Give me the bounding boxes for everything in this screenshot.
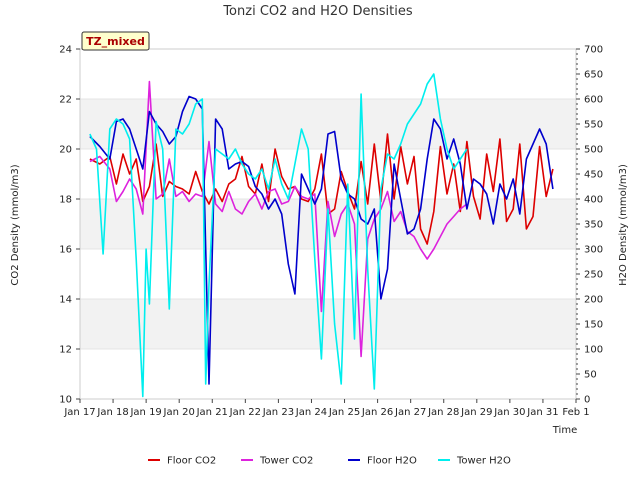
- right-y-tick-label: 450: [584, 170, 603, 181]
- x-tick-label: Jan 28: [427, 407, 459, 418]
- x-tick-label: Jan 25: [328, 407, 360, 418]
- right-y-tick-label: 550: [584, 120, 603, 131]
- legend-label: Tower H2O: [456, 456, 511, 467]
- x-tick-label: Jan 27: [394, 407, 426, 418]
- legend-item: Tower H2O: [438, 456, 511, 467]
- legend-item: Floor H2O: [348, 456, 417, 467]
- x-tick-label: Jan 30: [493, 407, 525, 418]
- left-y-axis-label: CO2 Density (mmol/m3): [10, 164, 21, 285]
- grid-band: [80, 299, 576, 349]
- left-y-tick-label: 14: [59, 295, 72, 306]
- x-tick-label: Jan 24: [295, 407, 327, 418]
- plot-area: [89, 73, 554, 398]
- right-y-tick-label: 100: [584, 345, 603, 356]
- left-y-tick-label: 12: [59, 345, 72, 356]
- x-tick-label: Jan 26: [361, 407, 393, 418]
- x-axis-ticks: Jan 17 Jan 18 Jan 19 Jan 20 Jan 21 Jan 22 Jan …: [63, 399, 590, 418]
- x-tick-label: Jan 17: [63, 407, 95, 418]
- left-y-tick-label: 24: [59, 45, 72, 56]
- right-y-tick-label: 300: [584, 245, 603, 256]
- legend-item: Floor CO2: [148, 456, 216, 467]
- x-axis-label: Time: [552, 425, 577, 436]
- left-y-tick-label: 10: [59, 395, 72, 406]
- left-y-tick-label: 20: [59, 145, 72, 156]
- x-tick-label: Jan 23: [262, 407, 294, 418]
- series-line-floor-h2o: [89, 95, 554, 385]
- right-y-tick-label: 500: [584, 145, 603, 156]
- badge-label: TZ_mixed: [86, 35, 145, 48]
- x-tick-label: Jan 21: [196, 407, 228, 418]
- right-y-axis-ticks: 0 50 100 150 200 250 300 350 400 450 500 550 600 650 7…: [576, 45, 603, 406]
- right-y-tick-label: 0: [584, 395, 590, 406]
- x-tick-label: Jan 22: [229, 407, 261, 418]
- chart-title: Tonzi CO2 and H2O Densities: [222, 4, 413, 19]
- left-y-tick-label: 16: [59, 245, 72, 256]
- right-y-tick-label: 700: [584, 45, 603, 56]
- left-y-axis-ticks: 10 12 14 16 18 20 22 24: [59, 45, 80, 406]
- legend: Floor CO2 Tower CO2 Floor H2O Tower H2O: [148, 456, 511, 467]
- right-y-tick-label: 250: [584, 270, 603, 281]
- x-tick-label: Jan 20: [163, 407, 195, 418]
- x-tick-label: Jan 31: [526, 407, 558, 418]
- x-tick-label: Jan 29: [460, 407, 492, 418]
- grid-band: [80, 99, 576, 149]
- right-y-tick-label: 150: [584, 320, 603, 331]
- right-y-tick-label: 50: [584, 370, 597, 381]
- right-y-tick-label: 200: [584, 295, 603, 306]
- legend-label: Floor H2O: [367, 456, 417, 467]
- x-tick-label: Jan 18: [96, 407, 128, 418]
- series-line-floor-co2: [89, 133, 554, 245]
- badge: TZ_mixed: [81, 31, 150, 51]
- right-y-tick-label: 650: [584, 70, 603, 81]
- legend-label: Tower CO2: [259, 456, 313, 467]
- right-y-tick-label: 400: [584, 195, 603, 206]
- left-y-tick-label: 18: [59, 195, 72, 206]
- legend-item: Tower CO2: [241, 456, 313, 467]
- right-y-axis-label: H2O Density (mmol/m3): [618, 164, 629, 286]
- x-tick-label: Jan 19: [129, 407, 161, 418]
- right-y-tick-label: 600: [584, 95, 603, 106]
- right-y-tick-label: 350: [584, 220, 603, 231]
- left-y-tick-label: 22: [59, 95, 72, 106]
- x-tick-label: Feb 1: [562, 407, 589, 418]
- series-line-tower-h2o: [89, 73, 468, 398]
- legend-label: Floor CO2: [167, 456, 216, 467]
